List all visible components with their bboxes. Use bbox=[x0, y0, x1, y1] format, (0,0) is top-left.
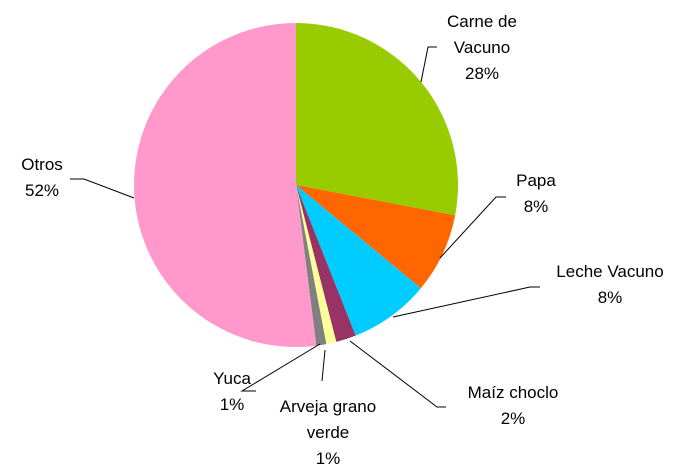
slice-label: Maíz choclo 2% bbox=[443, 380, 583, 432]
slice-label: Yuca 1% bbox=[202, 366, 262, 418]
slice-name: Otros bbox=[21, 155, 63, 174]
slice-label: Papa 8% bbox=[496, 168, 576, 220]
leader-line bbox=[321, 349, 326, 382]
slice-percent: 2% bbox=[500, 409, 526, 428]
slice-label: Leche Vacuno 8% bbox=[530, 259, 683, 311]
slice-name: Arveja grano verde bbox=[279, 397, 377, 442]
slice-name: Maíz choclo bbox=[467, 383, 559, 402]
slice-name: Yuca bbox=[213, 369, 251, 388]
slice-percent: 52% bbox=[24, 181, 60, 200]
pie-slice bbox=[296, 185, 356, 342]
slice-label: Otros 52% bbox=[12, 152, 72, 204]
slice-percent: 1% bbox=[315, 449, 341, 468]
slice-label: Carne de Vacuno 28% bbox=[442, 9, 522, 87]
leader-line bbox=[439, 196, 506, 259]
pie-slice bbox=[296, 185, 456, 289]
slice-label: Arveja grano verde 1% bbox=[273, 394, 383, 472]
leader-line bbox=[349, 340, 446, 408]
pie-slice bbox=[296, 185, 337, 345]
slice-name: Leche Vacuno bbox=[556, 262, 664, 281]
pie-slice bbox=[296, 185, 421, 336]
leader-line bbox=[240, 343, 321, 392]
pie-slice bbox=[134, 23, 317, 347]
slice-percent: 1% bbox=[219, 395, 245, 414]
leader-line bbox=[420, 46, 437, 83]
leader-line bbox=[392, 286, 540, 318]
slice-percent: 28% bbox=[464, 64, 500, 83]
pie-slice bbox=[296, 23, 458, 216]
slice-percent: 8% bbox=[597, 288, 623, 307]
slice-percent: 8% bbox=[523, 197, 549, 216]
pie-slice bbox=[296, 185, 327, 346]
slice-name: Papa bbox=[516, 171, 556, 190]
leader-line bbox=[70, 178, 135, 199]
slice-name: Carne de Vacuno bbox=[447, 12, 517, 57]
